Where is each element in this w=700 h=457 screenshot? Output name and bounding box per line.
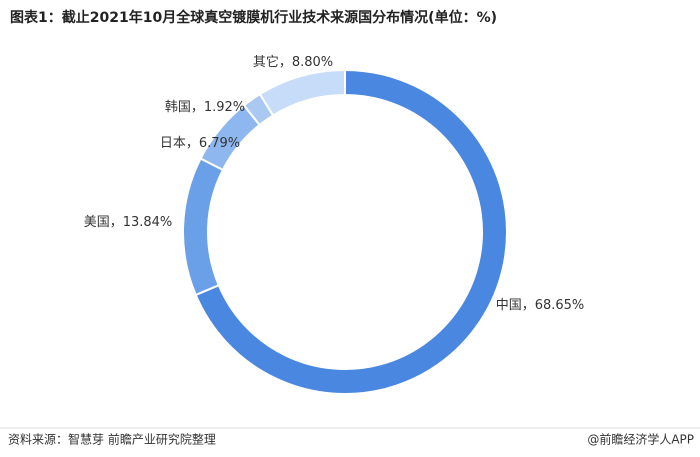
category-label: 美国 (84, 215, 110, 230)
separator: ， (279, 55, 292, 70)
slice-label: 中国，68.65% (496, 298, 585, 313)
separator: ， (522, 298, 535, 313)
slice (182, 157, 225, 297)
slice (258, 68, 346, 117)
slice (194, 68, 508, 395)
credit: @前瞻经济学人APP (587, 432, 694, 447)
chart-title: 图表1：截止2021年10月全球真空镀膜机行业技术来源国分布情况(单位：%) (10, 9, 497, 26)
value-label: 6.79% (199, 136, 240, 151)
slice-label: 其它，8.80% (253, 54, 333, 70)
category-label: 其它 (253, 54, 279, 70)
category-label: 中国 (496, 298, 522, 313)
source: 资料来源：智慧芽 前瞻产业研究院整理 (8, 432, 216, 447)
separator: ， (191, 100, 204, 115)
value-label: 1.92% (204, 100, 245, 115)
slice-label: 韩国，1.92% (165, 100, 245, 115)
value-label: 68.65% (535, 298, 585, 313)
separator: ， (110, 215, 123, 230)
category-label: 韩国 (165, 100, 191, 115)
slice-label: 日本，6.79% (160, 136, 240, 151)
category-label: 日本 (160, 136, 186, 151)
slice-label: 美国，13.84% (84, 215, 173, 230)
value-label: 8.80% (292, 55, 333, 70)
separator: ， (186, 136, 199, 151)
value-label: 13.84% (123, 215, 173, 230)
